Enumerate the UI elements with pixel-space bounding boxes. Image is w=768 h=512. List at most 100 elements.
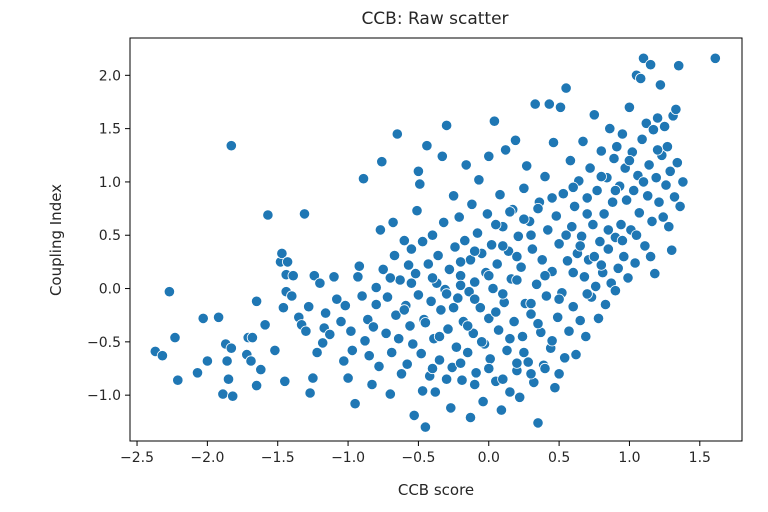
- data-point: [225, 342, 237, 354]
- data-point: [525, 308, 537, 320]
- data-point: [352, 271, 364, 283]
- data-point: [398, 304, 410, 316]
- data-point: [561, 255, 574, 267]
- data-point: [630, 229, 643, 241]
- data-point: [466, 198, 478, 210]
- data-point: [552, 311, 564, 323]
- data-point: [588, 109, 600, 121]
- data-point: [481, 208, 493, 220]
- data-point: [581, 288, 593, 300]
- data-point: [469, 245, 481, 257]
- data-point: [377, 263, 389, 275]
- data-point: [380, 327, 392, 339]
- data-point: [393, 333, 405, 345]
- data-point: [622, 272, 634, 284]
- data-point: [416, 236, 429, 248]
- data-point: [518, 213, 530, 225]
- data-point: [525, 229, 537, 241]
- data-point: [197, 312, 209, 324]
- data-point: [618, 251, 630, 263]
- data-point: [567, 266, 579, 279]
- data-point: [404, 320, 416, 332]
- data-point: [522, 356, 534, 368]
- data-point: [588, 251, 600, 263]
- data-point: [640, 117, 652, 129]
- data-point: [246, 331, 258, 344]
- data-point: [657, 211, 669, 223]
- data-point: [550, 210, 562, 222]
- data-point: [660, 179, 672, 191]
- data-point: [539, 362, 551, 375]
- data-point: [286, 290, 298, 302]
- data-point: [349, 398, 361, 410]
- y-tick-label: 1.0: [99, 175, 121, 191]
- data-point: [677, 176, 689, 188]
- data-point: [532, 417, 544, 429]
- data-point: [595, 145, 607, 157]
- data-point: [483, 312, 495, 324]
- y-tick-label: 2.0: [99, 68, 121, 84]
- data-point: [508, 315, 520, 328]
- data-point: [577, 135, 589, 147]
- data-point: [598, 208, 610, 220]
- data-point: [536, 254, 548, 266]
- data-point: [649, 267, 661, 280]
- data-point: [511, 251, 523, 263]
- data-point: [560, 229, 572, 241]
- data-point: [674, 200, 686, 212]
- data-point: [450, 341, 462, 353]
- data-point: [529, 98, 541, 110]
- data-point: [395, 368, 408, 380]
- data-point: [262, 209, 274, 221]
- data-point: [221, 355, 233, 367]
- data-point: [245, 355, 257, 367]
- data-point: [474, 302, 486, 314]
- data-point: [470, 367, 482, 379]
- data-point: [163, 286, 175, 298]
- data-point: [611, 141, 623, 153]
- data-point: [217, 388, 229, 400]
- y-tick-label: 0.5: [99, 228, 121, 244]
- data-point: [476, 336, 488, 348]
- data-point: [453, 211, 465, 223]
- data-point: [409, 267, 422, 280]
- data-point: [454, 357, 467, 369]
- data-point: [279, 375, 291, 387]
- data-point: [412, 165, 424, 177]
- y-tick-label: −1.0: [87, 388, 121, 404]
- data-point: [366, 378, 378, 391]
- data-point: [612, 262, 624, 274]
- data-point: [532, 203, 544, 215]
- data-point: [620, 194, 633, 206]
- data-point: [359, 335, 371, 347]
- data-point: [530, 278, 543, 290]
- x-tick-label: 0.0: [478, 450, 500, 466]
- data-point: [546, 192, 558, 204]
- data-point: [172, 374, 184, 386]
- data-point: [485, 239, 498, 251]
- data-point: [357, 173, 370, 185]
- data-point: [546, 335, 558, 347]
- data-point: [345, 325, 357, 337]
- data-point: [497, 373, 509, 385]
- data-point: [499, 144, 512, 156]
- data-point: [419, 421, 431, 433]
- data-point: [473, 174, 485, 186]
- data-point: [563, 325, 575, 337]
- points-layer: [149, 52, 721, 433]
- data-point: [495, 404, 507, 416]
- data-point: [578, 271, 591, 283]
- data-point: [462, 320, 474, 332]
- data-point: [594, 236, 606, 248]
- data-point: [543, 98, 555, 110]
- chart-title: CCB: Raw scatter: [361, 9, 508, 29]
- data-point: [405, 277, 417, 289]
- data-point: [560, 82, 572, 94]
- data-point: [663, 221, 675, 233]
- data-point: [454, 279, 467, 291]
- data-point: [398, 235, 410, 247]
- data-point: [411, 205, 423, 217]
- data-point: [629, 257, 641, 269]
- data-point: [454, 270, 467, 282]
